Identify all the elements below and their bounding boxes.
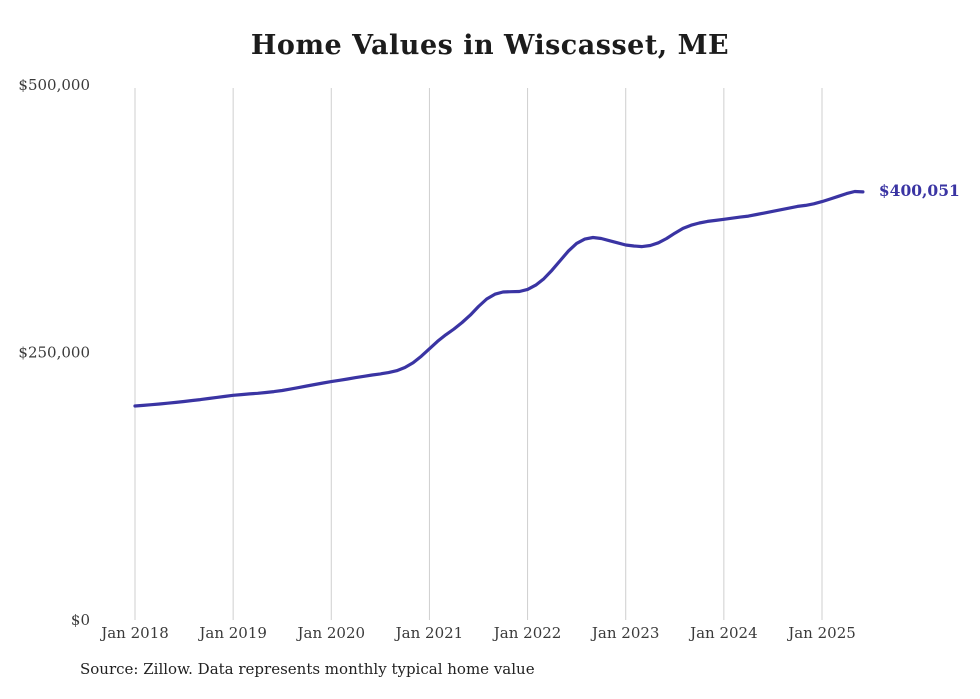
- x-tick-label: Jan 2021: [394, 624, 464, 642]
- chart-title: Home Values in Wiscasset, ME: [250, 30, 730, 61]
- x-tick-label: Jan 2019: [197, 624, 267, 642]
- x-tick-label: Jan 2022: [492, 624, 562, 642]
- x-tick-label: Jan 2025: [786, 624, 856, 642]
- y-tick-label: $500,000: [18, 76, 90, 94]
- x-tick-label: Jan 2024: [688, 624, 758, 642]
- x-tick-label: Jan 2023: [590, 624, 660, 642]
- latest-value-label: $400,051: [878, 180, 960, 200]
- y-tick-label: $0: [71, 611, 90, 629]
- source-note: Source: Zillow. Data represents monthly …: [80, 660, 535, 678]
- y-tick-label: $250,000: [18, 344, 90, 362]
- x-tick-label: Jan 2018: [99, 624, 169, 642]
- home-value-series-line: [133, 189, 865, 408]
- x-tick-label: Jan 2020: [296, 624, 366, 642]
